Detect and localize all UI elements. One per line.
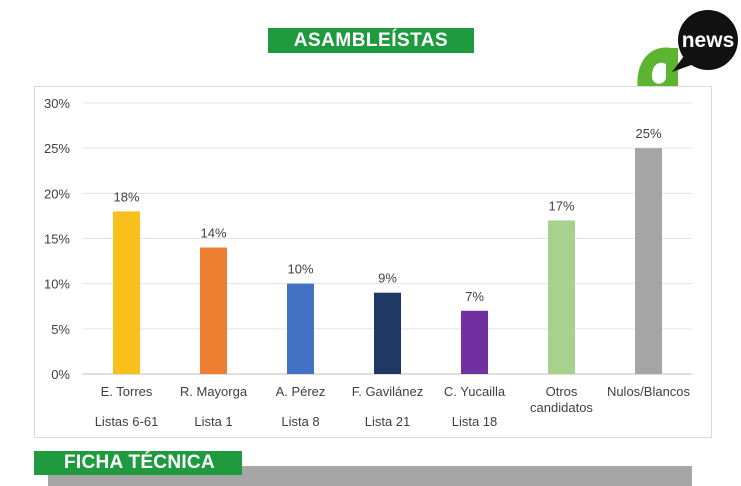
y-tick-label: 15% xyxy=(44,232,70,247)
y-tick-label: 20% xyxy=(44,186,70,201)
logo-bubble-tail xyxy=(672,56,694,72)
x-tick-label: A. Pérez xyxy=(276,384,326,399)
x-tick-label: Lista 1 xyxy=(194,414,232,429)
x-tick-label: Otros xyxy=(546,384,578,399)
y-tick-label: 30% xyxy=(44,96,70,111)
bar xyxy=(287,283,314,374)
x-tick-label: Nulos/Blancos xyxy=(607,384,691,399)
logo-text: news xyxy=(682,29,735,52)
x-tick-label: C. Yucailla xyxy=(444,384,506,399)
data-label: 18% xyxy=(113,189,139,204)
bar xyxy=(461,310,488,374)
logo-bubble xyxy=(678,10,738,70)
x-tick-label: E. Torres xyxy=(101,384,153,399)
y-tick-label: 5% xyxy=(51,322,70,337)
data-label: 7% xyxy=(465,289,484,304)
y-tick-label: 25% xyxy=(44,141,70,156)
data-label: 25% xyxy=(635,126,661,141)
data-label: 10% xyxy=(287,262,313,277)
data-label: 14% xyxy=(200,226,226,241)
data-label: 9% xyxy=(378,271,397,286)
x-tick-label: R. Mayorga xyxy=(180,384,248,399)
page-title: ASAMBLEÍSTAS xyxy=(268,28,474,53)
bar xyxy=(548,220,575,374)
x-tick-label: F. Gavilánez xyxy=(352,384,424,399)
x-tick-label: Lista 18 xyxy=(452,414,498,429)
bar xyxy=(200,247,227,374)
x-tick-label: candidatos xyxy=(530,400,593,415)
bar xyxy=(374,292,401,374)
a-news-logo-icon: news xyxy=(637,10,738,96)
x-tick-label: Listas 6-61 xyxy=(95,414,159,429)
x-tick-label: Lista 8 xyxy=(281,414,319,429)
bar xyxy=(113,211,140,374)
ficha-tecnica-heading: FICHA TÉCNICA xyxy=(34,451,242,475)
data-label: 17% xyxy=(548,198,574,213)
chart-frame xyxy=(34,86,712,438)
bar xyxy=(635,148,662,374)
y-tick-label: 0% xyxy=(51,367,70,382)
y-tick-label: 10% xyxy=(44,277,70,292)
logo-a-letter xyxy=(637,47,678,96)
x-tick-label: Lista 21 xyxy=(365,414,411,429)
